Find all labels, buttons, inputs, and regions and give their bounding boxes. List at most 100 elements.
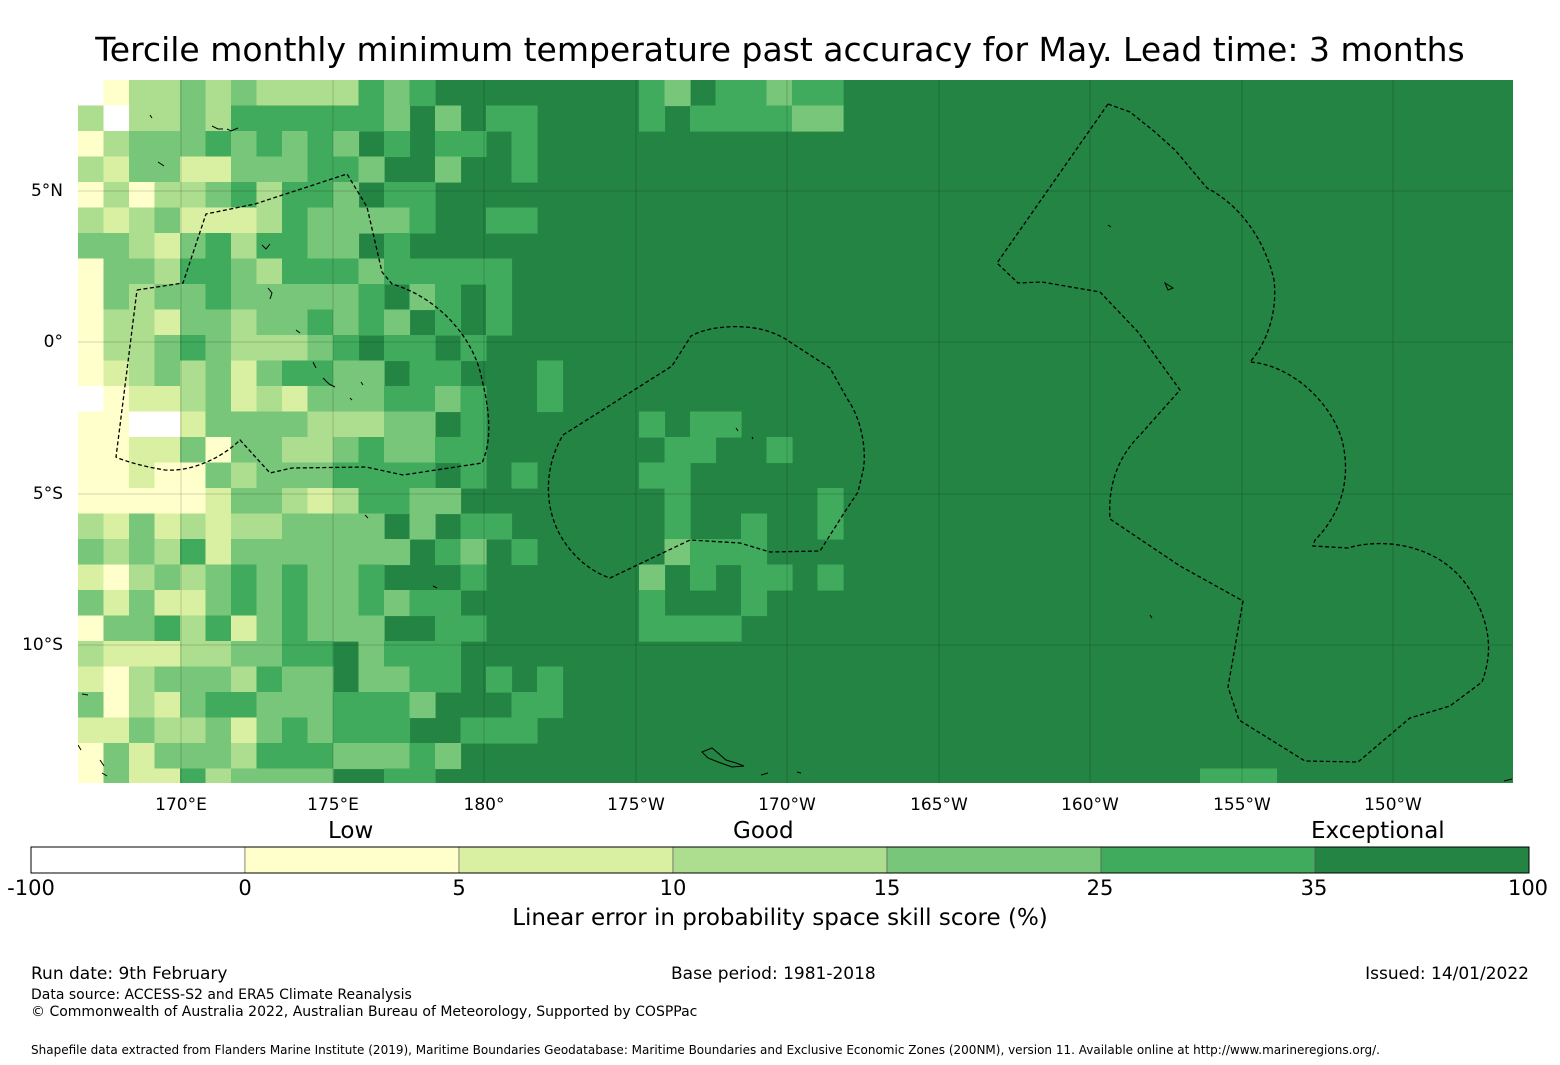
skill-cell (154, 590, 181, 617)
skill-cell (78, 131, 105, 158)
skill-cell (256, 80, 283, 107)
lon-label-150w: 150°W (1364, 795, 1422, 815)
skill-cell (307, 437, 334, 464)
skill-cell (129, 666, 156, 693)
skill-cell (333, 743, 360, 770)
skill-cell (358, 360, 385, 387)
skill-cell (333, 258, 360, 285)
skill-cell (256, 641, 283, 668)
skill-cell (358, 615, 385, 642)
skill-cell (103, 156, 130, 183)
skill-cell (690, 615, 717, 642)
skill-cell (282, 692, 309, 719)
lon-label-155w: 155°W (1213, 795, 1271, 815)
skill-cell (409, 80, 436, 107)
skill-cell (664, 539, 691, 566)
skill-cell (205, 182, 232, 209)
colorbar-tick: 0 (238, 876, 252, 900)
skill-cell (129, 768, 156, 783)
skill-cell (358, 539, 385, 566)
skill-cell (282, 156, 309, 183)
skill-cell (129, 692, 156, 719)
skill-cell (256, 692, 283, 719)
skill-cell (537, 666, 564, 693)
skill-cell (129, 743, 156, 770)
skill-cell (511, 207, 538, 234)
skill-cell (103, 80, 130, 107)
skill-cell (307, 641, 334, 668)
skill-cell (231, 233, 258, 260)
skill-cell (129, 564, 156, 591)
skill-cell (256, 182, 283, 209)
skill-cell (256, 666, 283, 693)
skill-cell (435, 437, 462, 464)
issued-date: Issued: 14/01/2022 (1365, 964, 1529, 984)
skill-cell (690, 539, 717, 566)
skill-cell (307, 488, 334, 515)
skill-cell (154, 80, 181, 107)
skill-cell (384, 437, 411, 464)
skill-cell (205, 105, 232, 132)
skill-cell (154, 284, 181, 311)
skill-cell (460, 335, 487, 362)
skill-cell (282, 615, 309, 642)
skill-cell (409, 207, 436, 234)
skill-cell (333, 233, 360, 260)
skill-cell (154, 386, 181, 413)
skill-cell (180, 207, 207, 234)
colorbar-segment (244, 846, 460, 874)
skill-cell (78, 80, 105, 107)
skill-cell (817, 513, 844, 540)
skill-cell (511, 539, 538, 566)
skill-cell (690, 564, 717, 591)
category-exceptional: Exceptional (1311, 818, 1445, 844)
skill-cell (256, 335, 283, 362)
skill-cell (282, 360, 309, 387)
skill-cell (307, 131, 334, 158)
skill-cell (103, 360, 130, 387)
skill-cell (715, 105, 742, 132)
skill-cell (256, 258, 283, 285)
eez-boundaries (115, 103, 1490, 763)
skill-cell (537, 360, 564, 387)
skill-cell (384, 768, 411, 783)
colorbar (30, 846, 1530, 874)
skill-cell (435, 488, 462, 515)
skill-cell (205, 258, 232, 285)
skill-cell (231, 411, 258, 438)
skill-cell (384, 105, 411, 132)
skill-cell (129, 615, 156, 642)
skill-cell (409, 513, 436, 540)
colorbar-segment (1314, 846, 1530, 874)
skill-cell (180, 743, 207, 770)
skill-cell (639, 590, 666, 617)
category-good: Good (733, 818, 794, 844)
skill-cell (435, 131, 462, 158)
skill-cell (817, 80, 844, 107)
skill-cell (154, 666, 181, 693)
skill-cell (384, 666, 411, 693)
skill-cell (486, 309, 513, 336)
skill-cell (333, 615, 360, 642)
skill-cell (282, 743, 309, 770)
skill-cell (103, 717, 130, 744)
skill-cell (103, 513, 130, 540)
skill-cell (307, 692, 334, 719)
skill-cell (333, 360, 360, 387)
skill-cell (817, 488, 844, 515)
skill-cell (639, 105, 666, 132)
skill-cell (333, 564, 360, 591)
lat-label-10s: 10°S (22, 635, 63, 655)
skill-cell (205, 641, 232, 668)
skill-cell (664, 615, 691, 642)
skill-cell (103, 258, 130, 285)
skill-cell (78, 182, 105, 209)
skill-cell (78, 513, 105, 540)
skill-cell (307, 717, 334, 744)
skill-cell (78, 411, 105, 438)
skill-cell (358, 156, 385, 183)
skill-cell (231, 386, 258, 413)
skill-cell (307, 539, 334, 566)
skill-cell (435, 105, 462, 132)
run-date: Run date: 9th February (31, 964, 228, 984)
